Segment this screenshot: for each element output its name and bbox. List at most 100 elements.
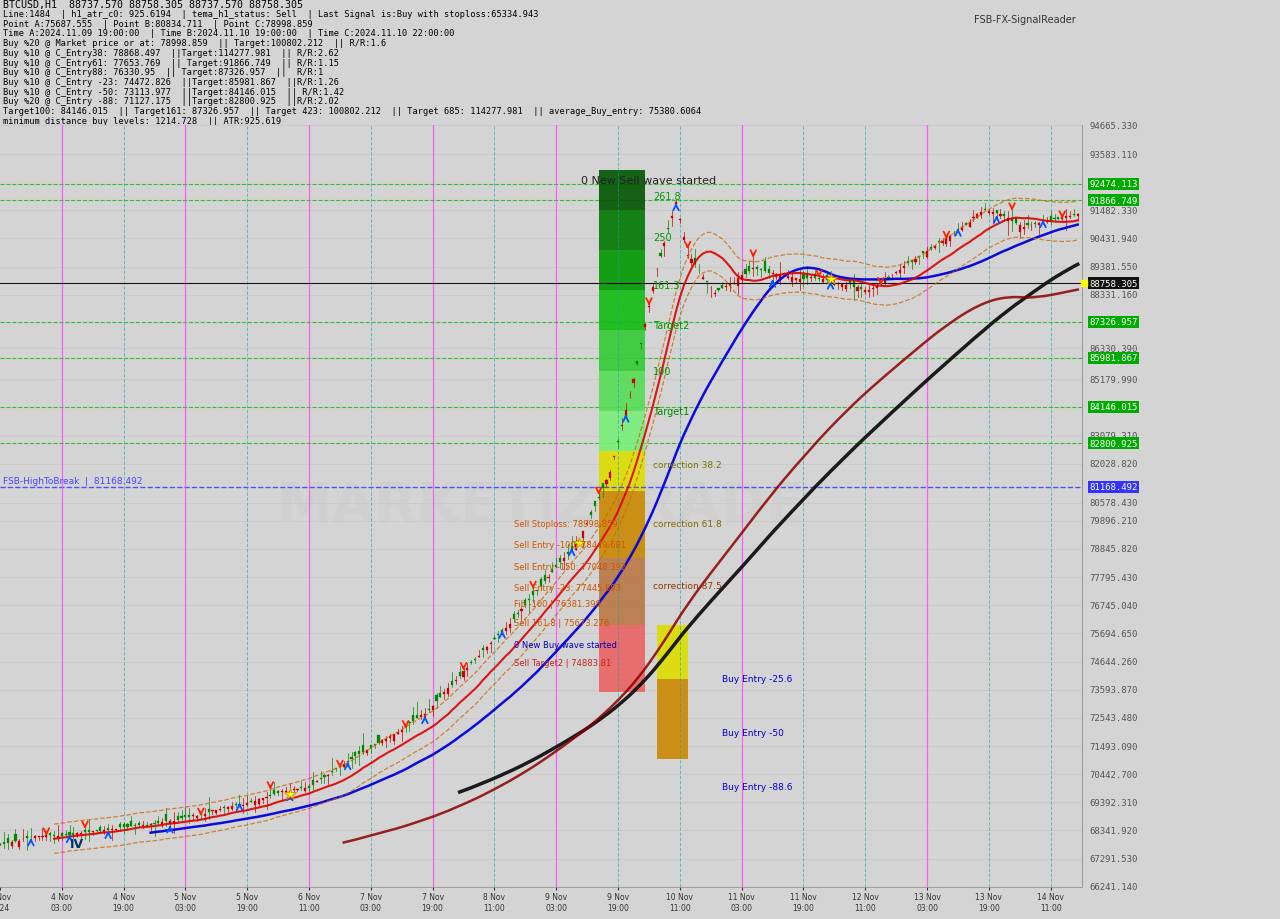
- Bar: [320, 778, 321, 779]
- Bar: [632, 380, 635, 384]
- Bar: [324, 775, 325, 777]
- Bar: [481, 649, 484, 651]
- Bar: [276, 790, 279, 793]
- Bar: [799, 279, 801, 283]
- Bar: [636, 362, 639, 364]
- Bar: [599, 451, 645, 492]
- Bar: [648, 306, 650, 308]
- Text: Buy %10 @ C_Entry -50: 73113.977  ||Target:84146.015  || R/R:1.42: Buy %10 @ C_Entry -50: 73113.977 ||Targe…: [4, 87, 344, 96]
- Bar: [599, 331, 645, 371]
- Bar: [138, 823, 140, 825]
- Bar: [1034, 223, 1037, 225]
- Text: 0 New Buy wave started: 0 New Buy wave started: [513, 640, 617, 649]
- Bar: [617, 441, 620, 442]
- Bar: [73, 833, 74, 834]
- Bar: [497, 634, 499, 636]
- Bar: [401, 730, 403, 732]
- Bar: [513, 615, 515, 618]
- Text: 84146.015: 84146.015: [1089, 403, 1138, 412]
- Bar: [556, 565, 557, 568]
- Bar: [625, 411, 627, 417]
- Bar: [922, 252, 924, 255]
- Text: Time A:2024.11.09 19:00:00  | Time B:2024.11.10 19:00:00  | Time C:2024.11.10 22: Time A:2024.11.09 19:00:00 | Time B:2024…: [4, 29, 454, 39]
- Bar: [416, 715, 419, 718]
- Text: 261.8: 261.8: [653, 192, 681, 202]
- Bar: [33, 836, 36, 838]
- Bar: [803, 275, 805, 280]
- Text: Buy %10 @ C_Entry61: 77653.769  || Target:91866.749  || R/R:1.15: Buy %10 @ C_Entry61: 77653.769 || Target…: [4, 59, 339, 67]
- Bar: [451, 681, 453, 686]
- Bar: [914, 260, 916, 263]
- Text: MARKETIZTRADE: MARKETIZTRADE: [276, 480, 805, 533]
- Bar: [925, 252, 928, 257]
- Text: minimum_distance_buy_levels: 1214.728  || ATR:925.619: minimum_distance_buy_levels: 1214.728 ||…: [4, 117, 282, 126]
- Bar: [366, 751, 369, 753]
- Text: 78845.820: 78845.820: [1089, 545, 1138, 554]
- Text: correction 38.2: correction 38.2: [653, 460, 722, 470]
- Text: Buy %20 @ Market price or at: 78998.859  || Target:100802.212  || R/R:1.6: Buy %20 @ Market price or at: 78998.859 …: [4, 40, 387, 48]
- Bar: [726, 287, 727, 288]
- Bar: [833, 283, 836, 286]
- Bar: [177, 816, 179, 820]
- Bar: [599, 492, 645, 559]
- Bar: [933, 246, 936, 248]
- Bar: [1065, 217, 1068, 219]
- Bar: [856, 288, 859, 292]
- Text: Buy %10 @ C_Entry -23: 74472.826  ||Target:85981.867  ||R/R:1.26: Buy %10 @ C_Entry -23: 74472.826 ||Targe…: [4, 78, 339, 86]
- Bar: [826, 276, 828, 281]
- Bar: [378, 736, 380, 743]
- Bar: [1004, 214, 1005, 217]
- Bar: [84, 830, 86, 832]
- Bar: [385, 739, 388, 742]
- Bar: [1027, 223, 1029, 225]
- Text: correction 87.5: correction 87.5: [653, 581, 722, 590]
- Bar: [594, 502, 596, 506]
- Bar: [119, 824, 120, 827]
- Text: 86330.390: 86330.390: [1089, 345, 1138, 354]
- Bar: [780, 275, 781, 280]
- Bar: [675, 203, 677, 205]
- Bar: [552, 570, 553, 573]
- Bar: [563, 559, 564, 562]
- Text: Sell Entry -23: 77445.893: Sell Entry -23: 77445.893: [513, 584, 621, 593]
- Text: Point A:75687.555  | Point B:80834.711  | Point C:78998.859: Point A:75687.555 | Point B:80834.711 | …: [4, 19, 314, 28]
- Bar: [500, 630, 503, 632]
- Bar: [165, 814, 168, 822]
- Text: 82800.925: 82800.925: [1089, 439, 1138, 448]
- Bar: [961, 227, 963, 231]
- Bar: [969, 222, 970, 228]
- Text: 88758.305: 88758.305: [1089, 279, 1138, 289]
- Bar: [351, 757, 352, 759]
- Bar: [1038, 224, 1041, 226]
- Bar: [328, 776, 329, 777]
- Bar: [599, 626, 645, 693]
- Text: Sell Entry -150: 77048.392: Sell Entry -150: 77048.392: [513, 562, 626, 572]
- Bar: [26, 836, 28, 838]
- Bar: [509, 624, 511, 629]
- Bar: [872, 289, 874, 290]
- Bar: [466, 668, 468, 670]
- Text: 94665.330: 94665.330: [1089, 121, 1138, 130]
- Bar: [722, 286, 723, 289]
- Bar: [599, 210, 645, 251]
- Bar: [1023, 227, 1025, 230]
- Bar: [485, 647, 488, 651]
- Bar: [142, 825, 143, 826]
- Bar: [435, 695, 438, 701]
- Bar: [358, 752, 360, 754]
- Bar: [599, 559, 645, 626]
- Bar: [10, 842, 13, 845]
- Bar: [173, 821, 175, 824]
- Bar: [756, 268, 758, 270]
- Bar: [1050, 217, 1052, 221]
- Bar: [301, 787, 302, 789]
- Text: Buy Entry -50: Buy Entry -50: [722, 728, 785, 737]
- Text: 91866.749: 91866.749: [1089, 197, 1138, 205]
- Bar: [690, 259, 692, 263]
- Bar: [599, 371, 645, 412]
- Text: Sell 161.8 | 75673.276: Sell 161.8 | 75673.276: [513, 618, 609, 628]
- Bar: [868, 291, 870, 292]
- Bar: [814, 274, 817, 279]
- Bar: [605, 481, 608, 484]
- Bar: [305, 789, 306, 791]
